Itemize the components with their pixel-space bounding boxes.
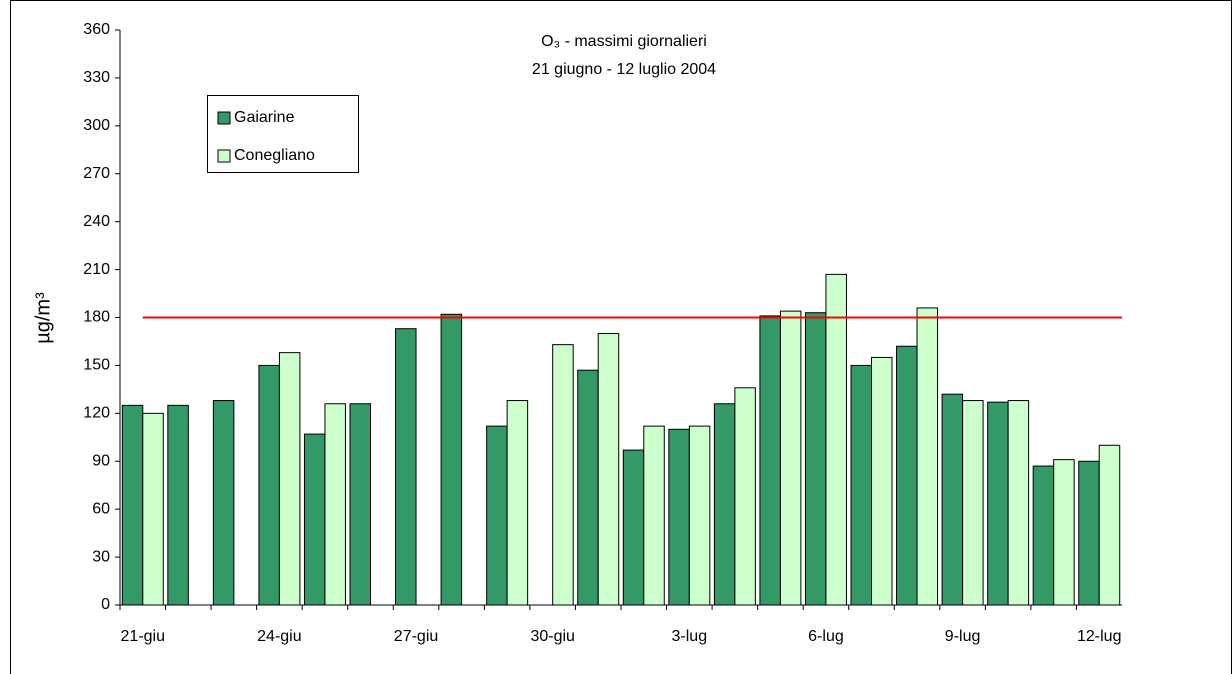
x-tick-label: 27-giu <box>394 628 438 645</box>
bar <box>349 403 371 606</box>
y-tick-label: 210 <box>83 261 110 278</box>
x-tick-label: 9-lug <box>945 628 981 645</box>
x-tick-label: 30-giu <box>530 628 574 645</box>
y-tick-label: 270 <box>83 165 110 182</box>
bar <box>1032 465 1055 606</box>
y-tick-label: 120 <box>83 405 110 422</box>
legend-swatch <box>217 149 231 163</box>
bar <box>734 387 756 606</box>
bar <box>688 425 711 606</box>
legend-swatch <box>217 111 231 125</box>
bar <box>804 312 827 606</box>
chart-title: O₃ - massimi giornalieri <box>541 33 707 50</box>
bar <box>759 315 781 606</box>
x-tick-label: 21-giu <box>121 628 165 645</box>
bar <box>142 412 164 606</box>
chart-subtitle: 21 giugno - 12 luglio 2004 <box>532 61 716 78</box>
bar <box>121 404 144 606</box>
bar <box>941 393 964 606</box>
bar <box>622 449 645 606</box>
y-tick-label: 300 <box>83 117 110 134</box>
y-tick-label: 150 <box>83 357 110 374</box>
bar <box>278 352 301 606</box>
bar <box>668 428 690 606</box>
y-tick-label: 60 <box>92 500 110 517</box>
bar <box>779 310 802 606</box>
bar <box>871 356 893 606</box>
bar <box>303 433 326 606</box>
bar <box>506 400 529 606</box>
y-tick-label: 360 <box>83 21 110 38</box>
bar <box>552 344 574 606</box>
bar <box>825 273 847 606</box>
legend-box <box>207 95 359 173</box>
y-tick-label: 30 <box>92 548 110 565</box>
y-axis-label: µg/m³ <box>32 292 54 344</box>
bar <box>1007 400 1030 606</box>
bar <box>1053 459 1075 606</box>
legend-label: Gaiarine <box>234 109 295 126</box>
bar <box>643 425 665 606</box>
x-tick-label: 6-lug <box>808 628 844 645</box>
bar <box>1098 444 1121 606</box>
bar <box>597 332 620 606</box>
y-tick-label: 90 <box>92 452 110 469</box>
bar <box>962 400 984 606</box>
bar <box>1078 460 1100 606</box>
bar <box>987 401 1009 606</box>
bar <box>896 345 918 606</box>
bar <box>212 400 235 606</box>
bar <box>916 307 939 606</box>
bar <box>577 369 599 606</box>
bar <box>258 364 280 606</box>
x-tick-label: 12-lug <box>1077 628 1121 645</box>
x-tick-label: 24-giu <box>257 628 301 645</box>
y-tick-label: 180 <box>83 309 110 326</box>
x-tick-label: 3-lug <box>672 628 708 645</box>
bar <box>324 403 346 606</box>
legend-label: Conegliano <box>234 147 315 164</box>
bar <box>486 425 508 606</box>
bar <box>440 313 463 606</box>
y-tick-label: 330 <box>83 69 110 86</box>
bar <box>713 403 736 606</box>
y-tick-label: 240 <box>83 213 110 230</box>
bar <box>395 328 417 606</box>
bar <box>850 364 872 606</box>
bar <box>167 404 189 606</box>
y-tick-label: 0 <box>101 596 110 613</box>
